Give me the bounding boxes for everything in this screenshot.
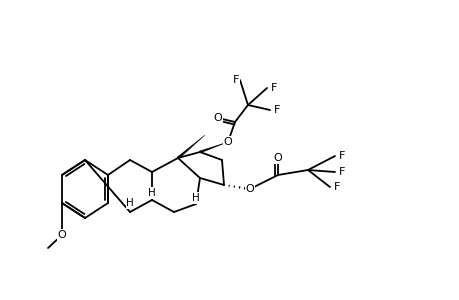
Text: F: F <box>333 182 340 192</box>
Text: O: O <box>273 153 282 163</box>
Text: O: O <box>223 137 232 147</box>
Text: O: O <box>245 184 254 194</box>
Polygon shape <box>177 135 205 159</box>
Text: F: F <box>338 167 344 177</box>
Text: O: O <box>213 113 222 123</box>
Text: F: F <box>232 75 239 85</box>
Text: H: H <box>126 198 134 208</box>
Polygon shape <box>199 142 228 153</box>
Text: H: H <box>148 188 156 198</box>
Text: F: F <box>270 83 277 93</box>
Text: O: O <box>57 230 66 240</box>
Text: H: H <box>192 193 200 203</box>
Text: F: F <box>338 151 344 161</box>
Text: F: F <box>273 105 280 115</box>
